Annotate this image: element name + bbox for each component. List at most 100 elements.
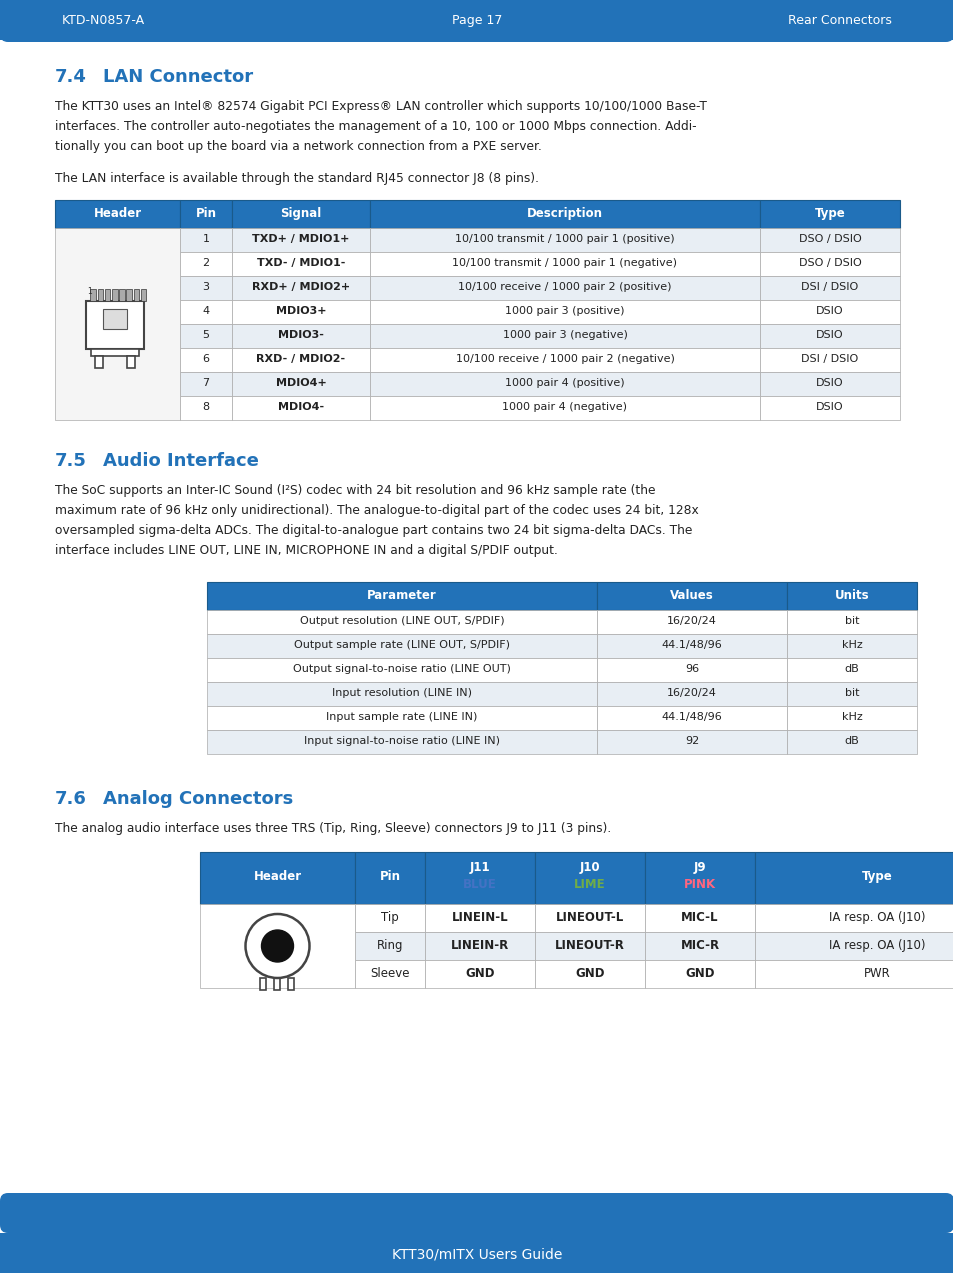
Text: TXD+ / MDIO1+: TXD+ / MDIO1+ — [252, 234, 350, 244]
Text: 92: 92 — [684, 736, 699, 746]
Text: 10/100 receive / 1000 pair 2 (positive): 10/100 receive / 1000 pair 2 (positive) — [457, 283, 671, 292]
Bar — [535, 904, 644, 932]
Text: DSIO: DSIO — [816, 402, 842, 412]
Bar — [754, 904, 953, 932]
Bar — [760, 396, 899, 420]
Bar — [370, 325, 760, 348]
Bar — [370, 300, 760, 325]
Text: 44.1/48/96: 44.1/48/96 — [661, 640, 721, 651]
Text: Signal: Signal — [280, 207, 321, 220]
Text: DSIO: DSIO — [816, 378, 842, 388]
Text: 10/100 transmit / 1000 pair 1 (positive): 10/100 transmit / 1000 pair 1 (positive) — [455, 234, 674, 244]
Bar — [207, 634, 597, 658]
Bar — [760, 252, 899, 276]
Text: KTT30/mITX Users Guide: KTT30/mITX Users Guide — [392, 1248, 561, 1262]
Text: Units: Units — [834, 589, 868, 602]
Bar — [95, 356, 103, 368]
Text: LINEOUT-L: LINEOUT-L — [556, 911, 623, 924]
Text: MDIO3-: MDIO3- — [277, 330, 324, 340]
Text: Output sample rate (LINE OUT, S/PDIF): Output sample rate (LINE OUT, S/PDIF) — [294, 640, 510, 651]
Bar — [786, 682, 916, 707]
Text: oversampled sigma-delta ADCs. The digital-to-analogue part contains two 24 bit s: oversampled sigma-delta ADCs. The digita… — [55, 524, 692, 537]
Text: 96: 96 — [684, 665, 699, 673]
Text: KTD-N0857-A: KTD-N0857-A — [62, 14, 145, 27]
Bar — [355, 932, 424, 960]
Text: BLUE: BLUE — [462, 878, 497, 891]
Bar — [232, 252, 370, 276]
Text: MIC-L: MIC-L — [680, 911, 718, 924]
Text: DSO / DSIO: DSO / DSIO — [798, 234, 861, 244]
Bar — [424, 960, 535, 988]
Bar — [754, 960, 953, 988]
Text: 1000 pair 4 (negative): 1000 pair 4 (negative) — [502, 402, 627, 412]
Bar — [232, 325, 370, 348]
Text: Header: Header — [253, 869, 301, 883]
Text: 1: 1 — [202, 234, 210, 244]
Text: Output resolution (LINE OUT, S/PDIF): Output resolution (LINE OUT, S/PDIF) — [299, 616, 504, 626]
Bar — [370, 228, 760, 252]
Text: 7.6: 7.6 — [55, 791, 87, 808]
Bar — [274, 978, 280, 990]
Text: MIC-R: MIC-R — [679, 939, 719, 952]
Text: 7.5: 7.5 — [55, 452, 87, 470]
Text: 16/20/24: 16/20/24 — [666, 616, 717, 626]
Bar — [288, 978, 294, 990]
Text: DSO / DSIO: DSO / DSIO — [798, 258, 861, 269]
Text: 5: 5 — [202, 330, 210, 340]
Bar — [127, 289, 132, 300]
Bar — [760, 228, 899, 252]
Bar — [786, 729, 916, 754]
Bar — [232, 200, 370, 228]
Text: Values: Values — [669, 589, 713, 602]
Bar — [55, 228, 180, 420]
Text: Output signal-to-noise ratio (LINE OUT): Output signal-to-noise ratio (LINE OUT) — [293, 665, 511, 673]
Bar — [180, 228, 232, 252]
Text: MDIO4-: MDIO4- — [277, 402, 324, 412]
Bar — [232, 228, 370, 252]
Bar — [355, 852, 424, 904]
Text: MDIO3+: MDIO3+ — [275, 306, 326, 316]
Bar — [55, 200, 180, 228]
Bar — [232, 276, 370, 300]
Text: Rear Connectors: Rear Connectors — [787, 14, 891, 27]
Text: Parameter: Parameter — [367, 589, 436, 602]
Text: tionally you can boot up the board via a network connection from a PXE server.: tionally you can boot up the board via a… — [55, 140, 541, 153]
Text: IA resp. OA (J10): IA resp. OA (J10) — [828, 939, 924, 952]
Bar — [0, 1234, 953, 1273]
Bar — [370, 396, 760, 420]
Bar — [207, 729, 597, 754]
Bar — [597, 610, 786, 634]
Text: The analog audio interface uses three TRS (Tip, Ring, Sleeve) connectors J9 to J: The analog audio interface uses three TR… — [55, 822, 611, 835]
Bar — [760, 276, 899, 300]
Bar — [91, 349, 139, 356]
Bar — [760, 300, 899, 325]
Bar — [180, 372, 232, 396]
Bar — [760, 372, 899, 396]
Bar — [786, 658, 916, 682]
Text: interfaces. The controller auto-negotiates the management of a 10, 100 or 1000 M: interfaces. The controller auto-negotiat… — [55, 120, 696, 132]
Text: PINK: PINK — [683, 878, 716, 891]
Bar — [180, 325, 232, 348]
Bar — [644, 904, 754, 932]
FancyBboxPatch shape — [0, 0, 953, 42]
Bar — [207, 610, 597, 634]
Text: GND: GND — [465, 967, 495, 980]
Text: DSI / DSIO: DSI / DSIO — [801, 283, 858, 292]
Bar — [644, 960, 754, 988]
Bar — [119, 289, 125, 300]
Text: GND: GND — [575, 967, 604, 980]
Text: dB: dB — [843, 736, 859, 746]
Text: 7: 7 — [202, 378, 210, 388]
Bar — [87, 300, 144, 349]
Text: Page 17: Page 17 — [452, 14, 501, 27]
Bar — [232, 300, 370, 325]
Text: bit: bit — [843, 616, 859, 626]
Text: 44.1/48/96: 44.1/48/96 — [661, 712, 721, 722]
Text: MDIO4+: MDIO4+ — [275, 378, 326, 388]
Bar — [232, 348, 370, 372]
Bar — [141, 289, 146, 300]
Bar — [260, 978, 266, 990]
Text: Type: Type — [862, 869, 892, 883]
Bar — [97, 289, 103, 300]
Text: 10/100 receive / 1000 pair 2 (negative): 10/100 receive / 1000 pair 2 (negative) — [456, 354, 674, 364]
